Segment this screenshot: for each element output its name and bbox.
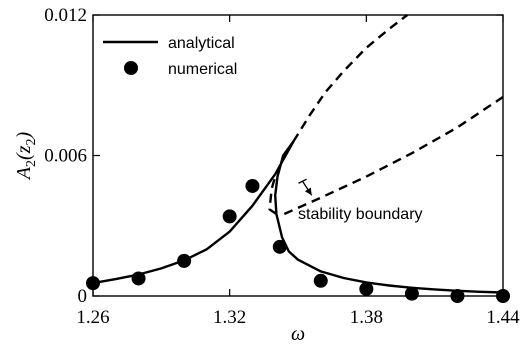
numerical-point xyxy=(86,276,100,291)
axis-labels: ωA2(z2) xyxy=(13,132,305,346)
x-axis-label: ω xyxy=(291,323,305,345)
y-axis-label: A2(z2) xyxy=(13,132,39,182)
x-tick-label: 1.38 xyxy=(350,307,383,328)
axis-ticks: 1.26 1.32 1.38 1.44 0 0.006 0.012 xyxy=(44,5,520,328)
y-tick-label: 0.012 xyxy=(44,5,87,26)
y-axis-label-subscript: 2 xyxy=(24,160,39,167)
legend-numerical-swatch xyxy=(124,61,138,75)
annotation-arrow-tail xyxy=(298,178,307,184)
legend-analytical-label: analytical xyxy=(168,35,235,52)
x-tick-label: 1.26 xyxy=(76,307,109,328)
y-axis-label-part: ) xyxy=(13,132,35,140)
y-axis-label-part: (z xyxy=(13,145,35,160)
numerical-markers xyxy=(86,178,510,303)
annotation-arrow-head xyxy=(304,187,312,196)
x-tick-label: 1.32 xyxy=(213,307,246,328)
numerical-point xyxy=(245,178,260,193)
annotation-label: stability boundary xyxy=(298,206,423,223)
annotation: stability boundary xyxy=(298,178,423,223)
legend-numerical-label: numerical xyxy=(168,61,237,78)
plot-area-border xyxy=(92,14,504,297)
numerical-point xyxy=(359,281,374,296)
y-tick-label: 0 xyxy=(78,286,88,307)
y-axis-label-part: A xyxy=(13,166,35,181)
numerical-point xyxy=(222,209,237,224)
series-lines xyxy=(92,14,504,294)
numerical-point xyxy=(450,289,465,303)
x-tick-label: 1.44 xyxy=(486,307,520,328)
stability-boundary-upper-line xyxy=(283,96,504,216)
unstable-branch-line xyxy=(292,14,409,143)
plot-frame xyxy=(92,14,504,297)
numerical-point xyxy=(272,239,287,254)
numerical-point xyxy=(313,273,328,288)
numerical-point xyxy=(177,253,192,268)
y-axis-label-subscript: 2 xyxy=(24,139,39,146)
numerical-point xyxy=(131,271,146,286)
numerical-point xyxy=(404,286,419,301)
y-tick-label: 0.006 xyxy=(44,146,87,167)
numerical-point xyxy=(496,289,510,303)
stability-boundary-line xyxy=(268,176,278,215)
legend: analytical numerical xyxy=(103,35,237,78)
